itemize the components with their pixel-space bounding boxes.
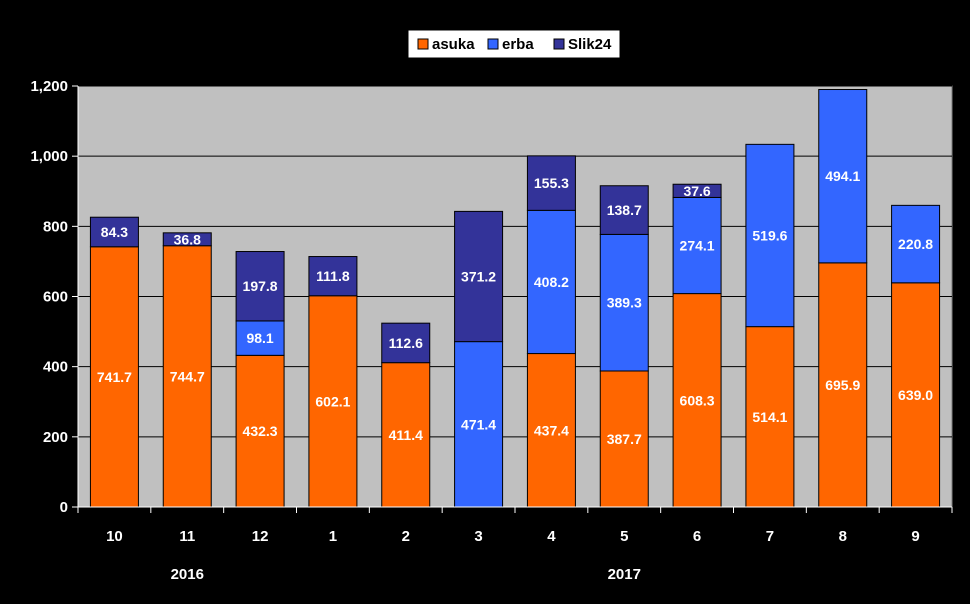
x-tick-label: 11 <box>179 528 195 545</box>
data-label: 608.3 <box>680 392 715 408</box>
legend-swatch <box>417 38 429 50</box>
data-label: 471.4 <box>461 416 496 432</box>
bar-asuka <box>308 295 358 508</box>
gridlines <box>78 85 952 438</box>
bar-asuka <box>745 326 795 508</box>
y-axis: 0 200 400 600 800 1,000 1,200 <box>30 78 79 516</box>
x-axis: 10 11 12 1 2 3 4 5 6 7 8 9 <box>77 506 953 545</box>
y-tick-label: 1,000 <box>30 148 68 165</box>
x-tick-label: 12 <box>252 528 269 545</box>
legend-label: erba <box>502 36 534 53</box>
data-label: 432.3 <box>243 423 278 439</box>
data-label: 602.1 <box>315 393 350 409</box>
data-label: 741.7 <box>97 369 132 385</box>
bar-Slik24 <box>308 256 358 297</box>
data-label: 639.0 <box>898 387 933 403</box>
legend-label: Slik24 <box>568 36 612 53</box>
y-tick-label: 1,200 <box>30 78 68 95</box>
bar-erba <box>235 320 285 356</box>
data-label: 744.7 <box>170 368 205 384</box>
data-label: 220.8 <box>898 236 933 252</box>
data-label: 112.6 <box>389 335 423 351</box>
data-label: 37.6 <box>683 183 710 199</box>
data-label: 389.3 <box>607 295 642 311</box>
x-tick-label: 3 <box>474 528 482 545</box>
year-labels: 2016 2017 <box>171 566 641 583</box>
year-label: 2016 <box>171 566 204 583</box>
data-labels: 741.7 744.7 432.3 602.1 411.4 437.4 387.7 608.3… <box>97 168 933 447</box>
y-tick-label: 400 <box>43 359 68 376</box>
data-label: 408.2 <box>534 274 569 290</box>
legend-swatch <box>487 38 499 50</box>
y-tick-label: 800 <box>43 218 68 235</box>
data-label: 387.7 <box>607 431 642 447</box>
x-tick-label: 10 <box>106 528 123 545</box>
bar-erba <box>454 341 504 508</box>
bar-Slik24 <box>599 185 649 235</box>
data-label: 519.6 <box>752 227 787 243</box>
bar-Slik24 <box>672 183 722 198</box>
bar-erba <box>891 204 941 284</box>
bar-asuka <box>599 370 649 508</box>
bar-Slik24 <box>89 216 139 248</box>
data-label: 411.4 <box>389 427 423 443</box>
data-label: 111.8 <box>316 268 350 284</box>
y-tick-label: 0 <box>60 499 68 516</box>
bar-Slik24 <box>162 232 212 247</box>
x-tick-label: 8 <box>839 528 847 545</box>
data-label: 36.8 <box>174 231 201 247</box>
legend-box <box>407 29 621 59</box>
bar-asuka <box>381 362 431 508</box>
bar-erba <box>599 233 649 372</box>
bar-erba <box>745 143 795 328</box>
legend-label: asuka <box>432 36 475 53</box>
data-label: 514.1 <box>752 409 787 425</box>
bar-Slik24 <box>526 155 576 211</box>
bar-asuka <box>891 282 941 508</box>
data-label: 98.1 <box>246 330 273 346</box>
y-tick-label: 200 <box>43 429 68 446</box>
bar-asuka <box>89 246 139 508</box>
x-tick-label: 1 <box>329 528 337 545</box>
data-label: 274.1 <box>680 238 715 254</box>
bar-Slik24 <box>454 210 504 343</box>
data-label: 695.9 <box>825 377 860 393</box>
legend: asuka erba Slik24 <box>407 29 621 59</box>
bar-asuka <box>526 353 576 508</box>
bar-asuka <box>162 245 212 508</box>
x-tick-label: 6 <box>693 528 701 545</box>
bar-Slik24 <box>381 322 431 364</box>
data-label: 84.3 <box>101 224 128 240</box>
bar-erba <box>818 89 868 264</box>
x-tick-label: 9 <box>911 528 919 545</box>
data-label: 371.2 <box>461 269 496 285</box>
year-label: 2017 <box>608 566 641 583</box>
bar-asuka <box>818 262 868 508</box>
x-tick-label: 2 <box>402 528 410 545</box>
bar-erba <box>526 209 576 355</box>
x-tick-label: 7 <box>766 528 774 545</box>
data-label: 494.1 <box>825 168 860 184</box>
data-label: 197.8 <box>243 278 278 294</box>
bar-erba <box>672 196 722 295</box>
data-label: 138.7 <box>607 202 642 218</box>
y-tick-label: 600 <box>43 289 68 306</box>
data-label: 437.4 <box>534 422 569 438</box>
data-label: 155.3 <box>534 175 569 191</box>
legend-swatch <box>553 38 565 50</box>
bar-Slik24 <box>235 251 285 322</box>
x-tick-label: 5 <box>620 528 628 545</box>
x-tick-label: 4 <box>547 528 556 545</box>
bar-series <box>89 89 941 508</box>
